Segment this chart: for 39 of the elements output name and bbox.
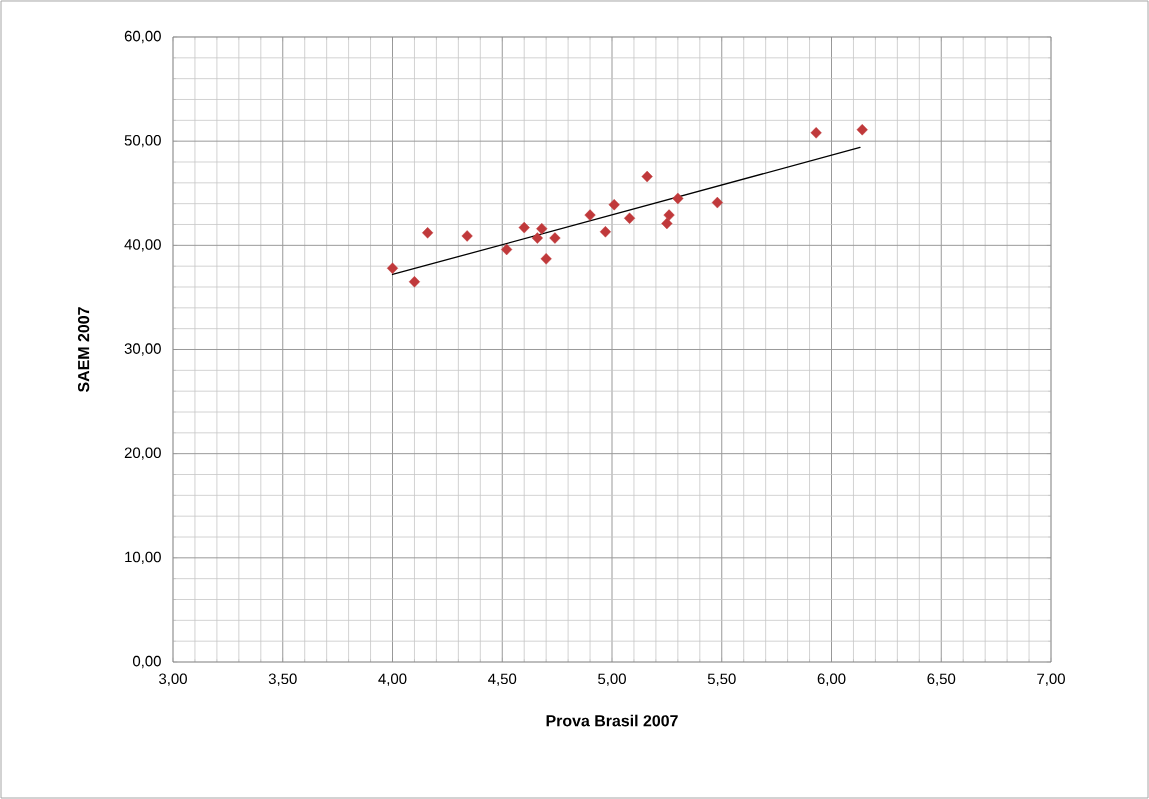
x-tick-label: 3,00 <box>159 673 187 686</box>
x-tick-label: 5,50 <box>707 673 736 686</box>
y-tick-label: 50,00 <box>124 134 161 148</box>
point <box>386 262 399 274</box>
point <box>422 227 434 239</box>
point <box>540 253 552 265</box>
x-tick-label: 6,50 <box>927 673 956 686</box>
point <box>711 196 723 209</box>
point <box>624 212 636 224</box>
point <box>663 209 675 221</box>
point <box>501 243 513 256</box>
y-tick-label: 30,00 <box>124 343 161 356</box>
point <box>599 226 611 238</box>
x-tick-label: 4,50 <box>488 673 517 686</box>
point <box>661 217 673 230</box>
point <box>549 232 561 244</box>
point <box>608 199 620 211</box>
point <box>536 222 548 235</box>
point <box>531 232 543 244</box>
point <box>461 230 473 242</box>
point <box>672 192 684 205</box>
y-axis-title: SAEM 2007 <box>77 307 90 393</box>
point <box>408 276 421 288</box>
y-tick-label: 60,00 <box>124 30 161 44</box>
point <box>856 124 868 136</box>
x-tick-label: 7,00 <box>1037 673 1065 686</box>
point <box>584 209 596 221</box>
x-tick-label: 3,50 <box>268 673 297 686</box>
y-tick-label: 40,00 <box>124 239 161 252</box>
y-tick-label: 10,00 <box>125 551 161 564</box>
x-tick-label: 5,00 <box>598 673 626 686</box>
x-tick-label: 4,00 <box>378 673 407 686</box>
point <box>518 221 530 234</box>
point <box>810 127 822 139</box>
point <box>641 170 653 183</box>
y-tick-label: 20,00 <box>124 447 161 460</box>
y-tick-label: 0,00 <box>132 655 161 669</box>
x-axis-title: Prova Brasil 2007 <box>546 714 678 727</box>
x-tick-label: 6,00 <box>817 673 846 686</box>
